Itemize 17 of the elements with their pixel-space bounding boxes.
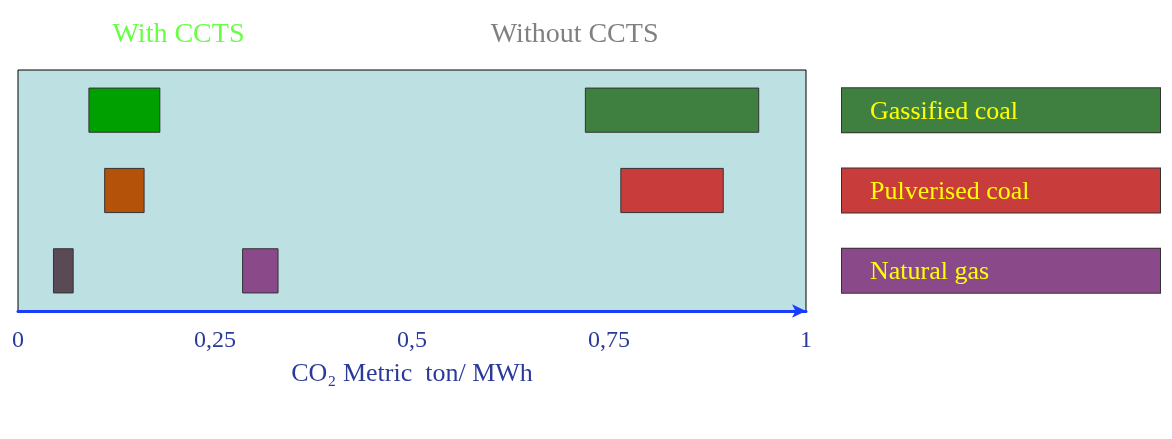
x-tick-label: 0,75 <box>588 326 630 352</box>
x-tick-label: 0,25 <box>194 326 236 352</box>
x-axis-title: CO₂ Metric ton/ MWh <box>291 357 533 387</box>
series-label: With CCTS <box>112 16 245 48</box>
y-tick-label: Gassified coal <box>870 95 1019 125</box>
bar <box>584 87 760 133</box>
series-label: Without CCTS <box>490 16 659 48</box>
bar <box>104 167 145 214</box>
x-tick-label: 0,5 <box>397 326 427 352</box>
bar <box>52 248 74 294</box>
x-tick-label: 1 <box>800 326 812 352</box>
bar <box>242 248 279 294</box>
x-tick-label: 0 <box>12 326 24 352</box>
y-tick-label: Pulverised coal <box>870 176 1030 205</box>
y-tick-label: Natural gas <box>870 256 990 286</box>
bar <box>88 87 161 133</box>
bar <box>620 167 724 214</box>
